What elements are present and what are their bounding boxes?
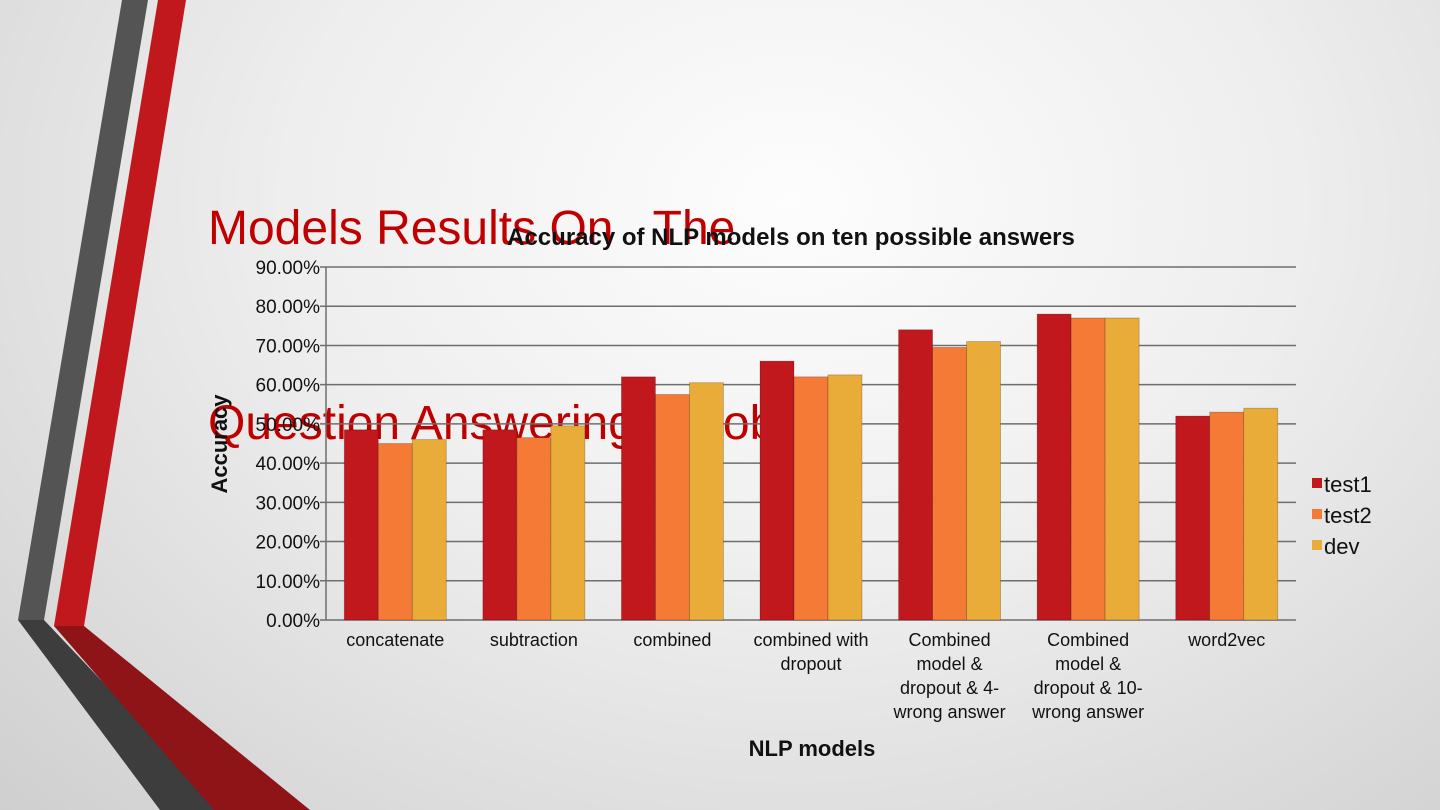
bar-dev xyxy=(689,382,724,621)
legend-label-dev: dev xyxy=(1324,534,1359,559)
bar-dev xyxy=(1104,317,1140,621)
decor-dark-stripe xyxy=(18,0,148,620)
y-axis-title: Accuracy xyxy=(207,394,232,494)
decor-red-stripe xyxy=(54,0,186,626)
chart-bars xyxy=(343,313,1279,621)
bar-test2 xyxy=(793,376,829,621)
y-tick-label: 90.00% xyxy=(256,258,321,279)
y-tick-label: 60.00% xyxy=(256,376,321,397)
bar-test2 xyxy=(1070,317,1106,621)
bar-dev xyxy=(966,341,1001,621)
y-tick-label: 50.00% xyxy=(256,415,321,436)
y-axis: 0.00% 10.00% 20.00% 30.00% 40.00% 50.00% 60.00… xyxy=(256,258,327,632)
x-tick-label: Combined model & dropout & 4-wrong answer xyxy=(893,630,1006,722)
bar-dev xyxy=(411,439,447,621)
bar-test1 xyxy=(1036,313,1072,621)
decor-dark-wedge xyxy=(18,620,224,810)
x-tick-label: Combined model & dropout & 10-wrong answer xyxy=(1031,630,1144,722)
y-tick-label: 20.00% xyxy=(256,533,321,554)
x-tick-label: combined xyxy=(633,630,711,650)
legend-swatch-dev xyxy=(1312,540,1322,550)
chart-title: Accuracy of NLP models on ten possible a… xyxy=(507,224,1075,251)
bar-test2 xyxy=(932,347,967,621)
x-axis-title: NLP models xyxy=(749,736,876,761)
y-tick-label: 10.00% xyxy=(256,572,321,593)
chart-legend: test1 test2 dev xyxy=(1312,472,1372,559)
legend-label-test2: test2 xyxy=(1324,503,1372,528)
y-tick-label: 0.00% xyxy=(266,611,320,632)
x-tick-label: concatenate xyxy=(346,630,444,650)
bar-dev xyxy=(1243,407,1279,621)
decor-red-wedge xyxy=(54,626,310,810)
bar-test1 xyxy=(482,429,518,621)
bar-dev xyxy=(550,425,586,621)
bar-test2 xyxy=(377,443,413,621)
y-tick-label: 40.00% xyxy=(256,454,321,475)
bar-test1 xyxy=(898,329,933,621)
bar-test2 xyxy=(655,394,690,621)
slide-title-line-1: Models Results On The xyxy=(208,202,736,255)
legend-swatch-test2 xyxy=(1312,509,1322,519)
bar-test1 xyxy=(621,376,656,621)
y-tick-label: 70.00% xyxy=(256,336,321,357)
y-tick-label: 30.00% xyxy=(256,493,321,514)
y-tick-label: 80.00% xyxy=(256,297,321,318)
x-tick-label: subtraction xyxy=(490,630,578,650)
bar-dev xyxy=(827,374,863,621)
x-tick-label: word2vec xyxy=(1187,630,1265,650)
bar-test1 xyxy=(759,360,795,621)
legend-label-test1: test1 xyxy=(1324,472,1372,497)
x-tick-label: combined with dropout xyxy=(753,630,868,674)
bar-test2 xyxy=(516,437,552,621)
bar-test2 xyxy=(1209,411,1245,621)
bar-test1 xyxy=(1175,415,1211,621)
x-axis: concatenate subtraction combined combined w… xyxy=(346,630,1265,722)
legend-swatch-test1 xyxy=(1312,478,1322,488)
bar-test1 xyxy=(343,429,379,621)
